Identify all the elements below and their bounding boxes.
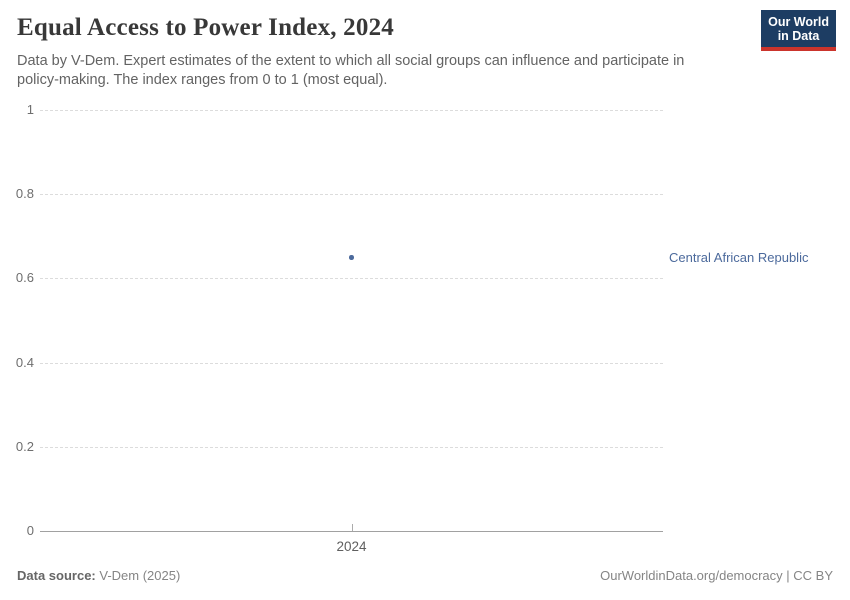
y-tick-label: 0.8 bbox=[15, 186, 34, 202]
x-tick-mark bbox=[351, 524, 353, 531]
source-label: Data source: bbox=[17, 568, 96, 583]
y-tick-label: 0.6 bbox=[15, 270, 34, 286]
gridline bbox=[40, 278, 663, 280]
owid-logo-line2: in Data bbox=[777, 29, 820, 43]
y-tick-label: 0.4 bbox=[15, 354, 34, 370]
owid-logo-line1: Our World bbox=[768, 15, 829, 29]
x-tick-label: 2024 bbox=[336, 539, 367, 554]
gridline bbox=[40, 362, 663, 364]
entity-label[interactable]: Central African Republic bbox=[669, 250, 809, 266]
footer-link[interactable]: OurWorldinData.org/democracy | CC BY bbox=[600, 568, 833, 583]
gridline bbox=[40, 194, 663, 196]
y-tick-label: 0.2 bbox=[15, 438, 34, 454]
footer-source: Data source: V-Dem (2025) bbox=[17, 568, 180, 583]
page-subtitle: Data by V-Dem. Expert estimates of the e… bbox=[17, 52, 684, 90]
subtitle-line-2: policy-making. The index ranges from 0 t… bbox=[17, 72, 388, 88]
page-title: Equal Access to Power Index, 2024 bbox=[17, 14, 394, 41]
y-tick-label: 0 bbox=[26, 523, 34, 538]
y-tick-label: 1 bbox=[26, 102, 34, 117]
gridline bbox=[40, 446, 663, 448]
source-value: V-Dem (2025) bbox=[95, 568, 181, 583]
owid-logo[interactable]: Our World in Data bbox=[761, 10, 836, 51]
x-axis-line bbox=[40, 531, 663, 532]
chart-footer: Data source: V-Dem (2025) OurWorldinData… bbox=[17, 568, 833, 583]
gridline bbox=[40, 110, 663, 111]
data-point[interactable] bbox=[349, 255, 354, 260]
subtitle-line-1: Data by V-Dem. Expert estimates of the e… bbox=[17, 53, 685, 69]
